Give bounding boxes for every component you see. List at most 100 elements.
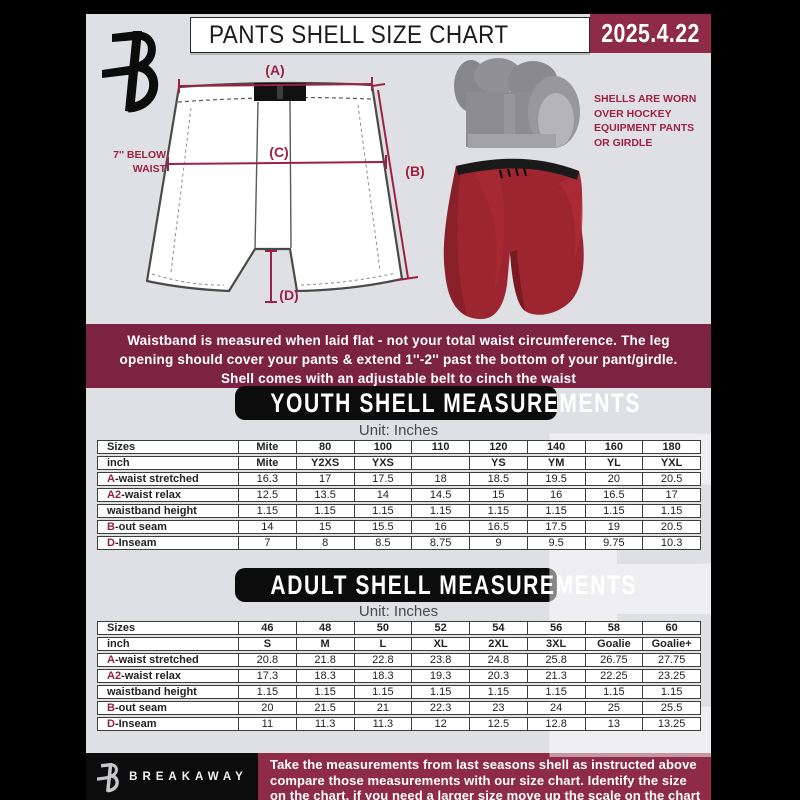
table-row: Sizes 46 48 50 52 54 56 58 60 [97,621,701,635]
value-cell: 23.8 [412,653,470,667]
value-cell: 1.15 [643,504,701,518]
value-cell: 8.75 [412,536,470,550]
page-title: PANTS SHELL SIZE CHART [209,21,509,49]
page-content: B PANTS SHELL SIZE CHART 2025.4.22 [86,14,711,800]
value-cell: YM [527,456,586,470]
value-cell: 56 [527,621,586,635]
value-cell: 1.15 [470,504,528,518]
value-cell: 20.3 [470,669,528,683]
value-cell: 17.3 [239,669,297,683]
value-cell: 1.15 [296,685,355,699]
value-cell: 1.15 [239,504,297,518]
measure-label-a: (A) [265,62,285,78]
row-header-cell: A2-waist relax [97,669,239,683]
value-cell: 8 [296,536,355,550]
table-row: A-waist stretched 20.8 21.8 22.8 23.8 24.8 25.… [97,653,701,667]
value-cell: 25.5 [643,701,701,715]
value-cell: 1.15 [585,504,644,518]
value-cell: 23 [470,701,528,715]
value-cell: Mite [239,440,297,454]
table-row: Sizes Mite 80 100 110 120 140 160 180 [97,440,701,454]
value-cell: 12.5 [470,717,528,731]
footer-brand-name: BREAKAWAY [129,770,248,783]
value-cell: 58 [585,621,644,635]
value-cell: 11.3 [296,717,355,731]
value-cell: S [239,637,297,651]
shorts-measurement-diagram: (A) (B) (C) (D) 7'' BELOW WAIST [94,56,439,322]
value-cell: 23.25 [643,669,701,683]
value-cell: 14 [354,488,413,502]
row-header-cell: A2-waist relax [97,488,239,502]
value-cell: 1.15 [527,685,586,699]
measure-label-d: (D) [279,287,299,303]
table-row: B-out seam 20 21.5 21 22.3 23 24 25 25.5 [97,701,701,715]
date-text: 2025.4.22 [601,18,700,48]
value-cell: 1.15 [412,504,470,518]
value-cell: 22.3 [412,701,470,715]
value-cell: 16 [412,520,470,534]
table-row: inch Mite Y2XS YXS YS YM YL YXL [97,456,701,470]
row-header-cell: B-out seam [97,520,239,534]
value-cell: 140 [527,440,586,454]
table-row: waistband height 1.15 1.15 1.15 1.15 1.15 1.15… [97,504,701,518]
value-cell: 21.8 [296,653,355,667]
value-cell: 180 [643,440,701,454]
below-waist-note: 7'' BELOW WAIST [113,149,166,176]
value-cell: 13.25 [643,717,701,731]
youth-section-title: YOUTH SHELL MEASUREMENTS [270,388,641,418]
value-cell: 48 [296,621,355,635]
value-cell: 18.3 [296,669,355,683]
value-cell: 21 [354,701,413,715]
value-cell: 110 [412,440,470,454]
value-cell: 16.5 [470,520,528,534]
row-header-cell: inch [97,456,239,470]
shell-photo-illustration [438,54,603,330]
table-row: waistband height 1.15 1.15 1.15 1.15 1.15 1.15… [97,685,701,699]
value-cell: 11.3 [354,717,413,731]
row-header-cell: Sizes [97,621,239,635]
value-cell: YXL [643,456,701,470]
table-row: B-out seam 14 15 15.5 16 16.5 17.5 19 20.5 [97,520,701,534]
row-header-cell: D-Inseam [97,717,239,731]
value-cell: 1.15 [354,504,413,518]
table-row: D-Inseam 7 8 8.5 8.75 9 9.5 9.75 10.3 [97,536,701,550]
value-cell: 50 [354,621,413,635]
value-cell [412,456,470,470]
youth-section-banner: YOUTH SHELL MEASUREMENTS [235,386,641,420]
value-cell: 27.75 [643,653,701,667]
value-cell: 1.15 [470,685,528,699]
value-cell: YXS [354,456,413,470]
adult-section-title: ADULT SHELL MEASUREMENTS [270,570,638,600]
value-cell: 25 [585,701,644,715]
value-cell: 19.5 [527,472,586,486]
table-row: A-waist stretched 16.3 17 17.5 18 18.5 19.5 20 2… [97,472,701,486]
value-cell: 17.5 [527,520,586,534]
row-header-cell: inch [97,637,239,651]
value-cell: 11 [239,717,297,731]
value-cell: 18.3 [354,669,413,683]
value-cell: 8.5 [354,536,413,550]
value-cell: L [354,637,413,651]
value-cell: YL [585,456,644,470]
value-cell: 16 [527,488,586,502]
footer-instructions: Take the measurements from last seasons … [258,753,711,800]
measure-label-b: (B) [405,163,425,179]
row-header-cell: waistband height [97,504,239,518]
value-cell: 9 [470,536,528,550]
value-cell: Mite [239,456,297,470]
value-cell: YS [470,456,528,470]
value-cell: 1.15 [239,685,297,699]
value-cell: 60 [643,621,701,635]
value-cell: 20.8 [239,653,297,667]
row-header-cell: waistband height [97,685,239,699]
value-cell: 12.5 [239,488,297,502]
value-cell: 18.5 [470,472,528,486]
row-header-cell: Sizes [97,440,239,454]
row-header-cell: A-waist stretched [97,472,239,486]
value-cell: 19.3 [412,669,470,683]
value-cell: 3XL [527,637,586,651]
youth-unit-label: Unit: Inches [358,422,439,439]
value-cell: 17 [643,488,701,502]
value-cell: 10.3 [643,536,701,550]
